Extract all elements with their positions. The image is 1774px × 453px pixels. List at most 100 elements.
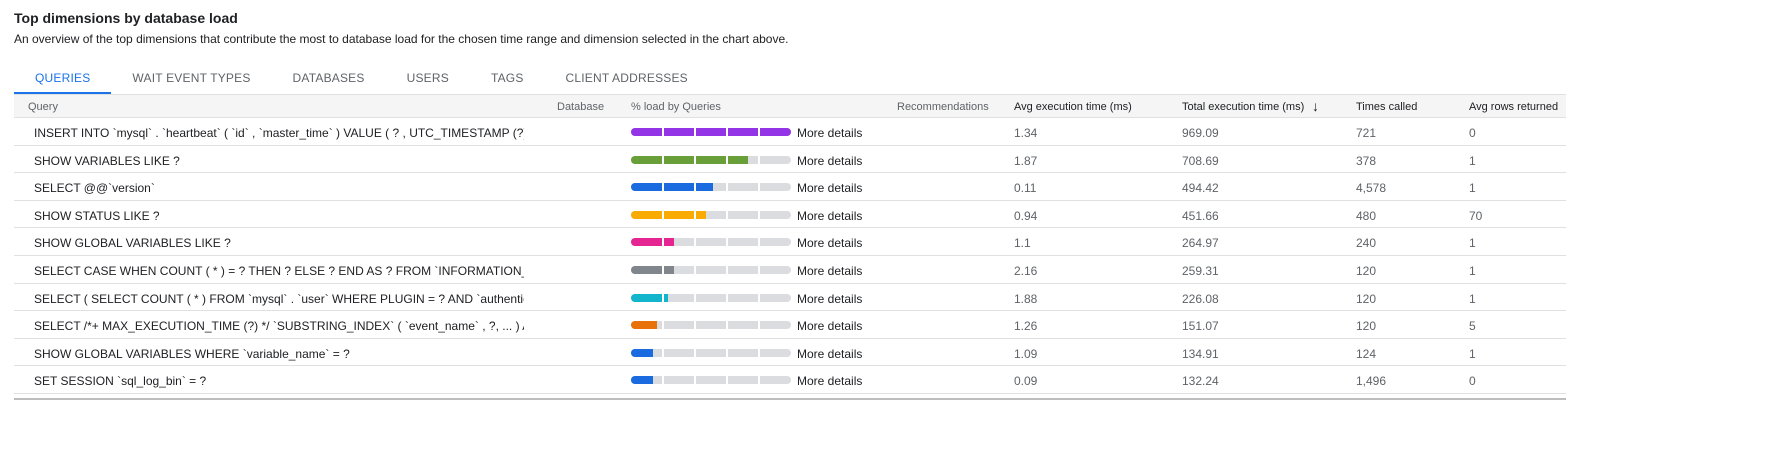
tab-queries[interactable]: QUERIES xyxy=(14,64,112,94)
bar-divider xyxy=(694,265,696,274)
bar-divider xyxy=(726,210,728,219)
table-row[interactable]: SELECT CASE WHEN COUNT ( * ) = ? THEN ? … xyxy=(14,256,1566,284)
query-text[interactable]: SHOW STATUS LIKE ? xyxy=(34,208,160,223)
query-text[interactable]: SELECT CASE WHEN COUNT ( * ) = ? THEN ? … xyxy=(34,263,524,278)
arrow-down-icon[interactable]: ↓ xyxy=(1312,98,1319,114)
load-bar xyxy=(631,321,791,330)
load-bar-fill xyxy=(631,183,713,192)
query-text[interactable]: SELECT ( SELECT COUNT ( * ) FROM `mysql`… xyxy=(34,291,524,306)
avg-exec-time: 1.26 xyxy=(1014,319,1038,334)
more-details-link[interactable]: More details xyxy=(797,153,863,168)
more-details-link[interactable]: More details xyxy=(797,208,863,223)
load-bar-fill xyxy=(631,376,654,385)
times-called: 721 xyxy=(1356,126,1377,140)
load-bar-fill xyxy=(631,293,668,302)
top-queries-table: Query Database % load by Queries Recomme… xyxy=(14,94,1566,394)
total-exec-time: 259.31 xyxy=(1182,263,1219,278)
more-details-link[interactable]: More details xyxy=(797,319,863,334)
load-bar xyxy=(631,376,791,385)
col-load[interactable]: % load by Queries xyxy=(631,101,721,113)
bar-divider xyxy=(694,183,696,192)
table-row[interactable]: SET SESSION `sql_log_bin` = ? More detai… xyxy=(14,366,1566,394)
tab-wait-event-types[interactable]: WAIT EVENT TYPES xyxy=(132,71,251,85)
load-bar xyxy=(631,238,791,247)
avg-exec-time: 1.87 xyxy=(1014,153,1038,168)
table-row[interactable]: INSERT INTO `mysql` . `heartbeat` ( `id`… xyxy=(14,118,1566,146)
load-bar xyxy=(631,128,791,136)
more-details-link[interactable]: More details xyxy=(797,291,863,306)
table-row[interactable]: SHOW GLOBAL VARIABLES LIKE ? More detail… xyxy=(14,228,1566,256)
query-text[interactable]: SHOW GLOBAL VARIABLES LIKE ? xyxy=(34,236,231,251)
horizontal-scrollbar[interactable] xyxy=(14,398,1566,400)
load-bar xyxy=(631,155,791,164)
bar-divider xyxy=(758,293,760,302)
col-times-called[interactable]: Times called xyxy=(1356,101,1418,113)
avg-exec-time: 0.94 xyxy=(1014,208,1038,223)
bar-divider xyxy=(726,265,728,274)
avg-rows-returned: 70 xyxy=(1469,208,1483,223)
more-details-link[interactable]: More details xyxy=(797,374,863,389)
bar-divider xyxy=(758,348,760,357)
query-text[interactable]: SHOW GLOBAL VARIABLES WHERE `variable_na… xyxy=(34,346,350,361)
table-row[interactable]: SHOW VARIABLES LIKE ? More details 1.87 … xyxy=(14,146,1566,174)
col-total-exec[interactable]: Total execution time (ms) xyxy=(1182,101,1305,113)
avg-exec-time: 1.1 xyxy=(1014,236,1031,251)
avg-exec-time: 0.09 xyxy=(1014,374,1038,389)
times-called: 1,496 xyxy=(1356,374,1387,389)
table-row[interactable]: SELECT /*+ MAX_EXECUTION_TIME (?) */ `SU… xyxy=(14,311,1566,339)
total-exec-time: 226.08 xyxy=(1182,291,1219,306)
bar-divider xyxy=(662,293,664,302)
tab-client-addresses[interactable]: CLIENT ADDRESSES xyxy=(565,71,688,85)
bar-divider xyxy=(662,128,664,136)
query-text[interactable]: INSERT INTO `mysql` . `heartbeat` ( `id`… xyxy=(34,126,524,140)
tab-tags[interactable]: TAGS xyxy=(490,71,524,85)
bar-divider xyxy=(758,321,760,330)
bar-divider xyxy=(662,183,664,192)
section-subtitle: An overview of the top dimensions that c… xyxy=(14,32,789,46)
bar-divider xyxy=(726,376,728,385)
avg-rows-returned: 1 xyxy=(1469,263,1476,278)
load-bar-fill xyxy=(631,321,657,330)
total-exec-time: 264.97 xyxy=(1182,236,1219,251)
load-bar xyxy=(631,183,791,192)
query-text[interactable]: SELECT @@`version` xyxy=(34,181,155,196)
col-avg-rows[interactable]: Avg rows returned xyxy=(1469,101,1559,113)
avg-rows-returned: 1 xyxy=(1469,181,1476,196)
dimension-tabs: QUERIES WAIT EVENT TYPES DATABASES USERS TAG… xyxy=(14,64,709,94)
more-details-link[interactable]: More details xyxy=(797,346,863,361)
more-details-link[interactable]: More details xyxy=(797,263,863,278)
more-details-link[interactable]: More details xyxy=(797,181,863,196)
bar-divider xyxy=(758,210,760,219)
times-called: 240 xyxy=(1356,236,1377,251)
avg-exec-time: 2.16 xyxy=(1014,263,1038,278)
avg-exec-time: 1.88 xyxy=(1014,291,1038,306)
tab-databases[interactable]: DATABASES xyxy=(292,71,365,85)
table-row[interactable]: SHOW STATUS LIKE ? More details 0.94 451… xyxy=(14,201,1566,229)
table-row[interactable]: SELECT @@`version` More details 0.11 494… xyxy=(14,173,1566,201)
bar-divider xyxy=(726,155,728,164)
query-text[interactable]: SELECT /*+ MAX_EXECUTION_TIME (?) */ `SU… xyxy=(34,319,524,334)
col-avg-exec[interactable]: Avg execution time (ms) xyxy=(1014,101,1132,113)
load-bar xyxy=(631,265,791,274)
avg-rows-returned: 1 xyxy=(1469,153,1476,168)
col-database[interactable]: Database xyxy=(557,101,605,113)
col-recommendations[interactable]: Recommendations xyxy=(897,101,989,113)
more-details-link[interactable]: More details xyxy=(797,236,863,251)
load-bar xyxy=(631,293,791,302)
bar-divider xyxy=(694,128,696,136)
query-text[interactable]: SHOW VARIABLES LIKE ? xyxy=(34,153,180,168)
more-details-link[interactable]: More details xyxy=(797,126,863,140)
tab-users[interactable]: USERS xyxy=(406,71,449,85)
col-query[interactable]: Query xyxy=(28,101,58,113)
bar-divider xyxy=(758,128,760,136)
bar-divider xyxy=(662,210,664,219)
table-header: Query Database % load by Queries Recomme… xyxy=(14,95,1566,118)
bar-divider xyxy=(758,265,760,274)
bar-divider xyxy=(726,128,728,136)
table-row[interactable]: SHOW GLOBAL VARIABLES WHERE `variable_na… xyxy=(14,339,1566,367)
load-bar xyxy=(631,348,791,357)
table-row[interactable]: SELECT ( SELECT COUNT ( * ) FROM `mysql`… xyxy=(14,284,1566,312)
query-text[interactable]: SET SESSION `sql_log_bin` = ? xyxy=(34,374,207,389)
avg-rows-returned: 1 xyxy=(1469,236,1476,251)
load-bar-fill xyxy=(631,210,707,219)
